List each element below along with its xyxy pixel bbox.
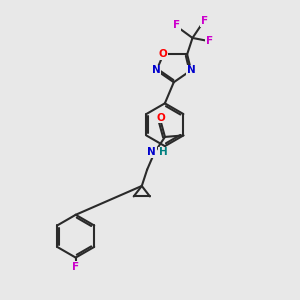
Text: N: N [147,147,156,158]
Text: O: O [156,112,165,123]
Text: F: F [206,36,213,46]
Text: F: F [201,16,208,26]
Text: O: O [158,49,167,59]
Text: F: F [173,20,180,30]
Text: N: N [152,65,160,75]
Text: F: F [72,262,79,272]
Text: H: H [159,147,168,158]
Text: N: N [187,65,196,75]
